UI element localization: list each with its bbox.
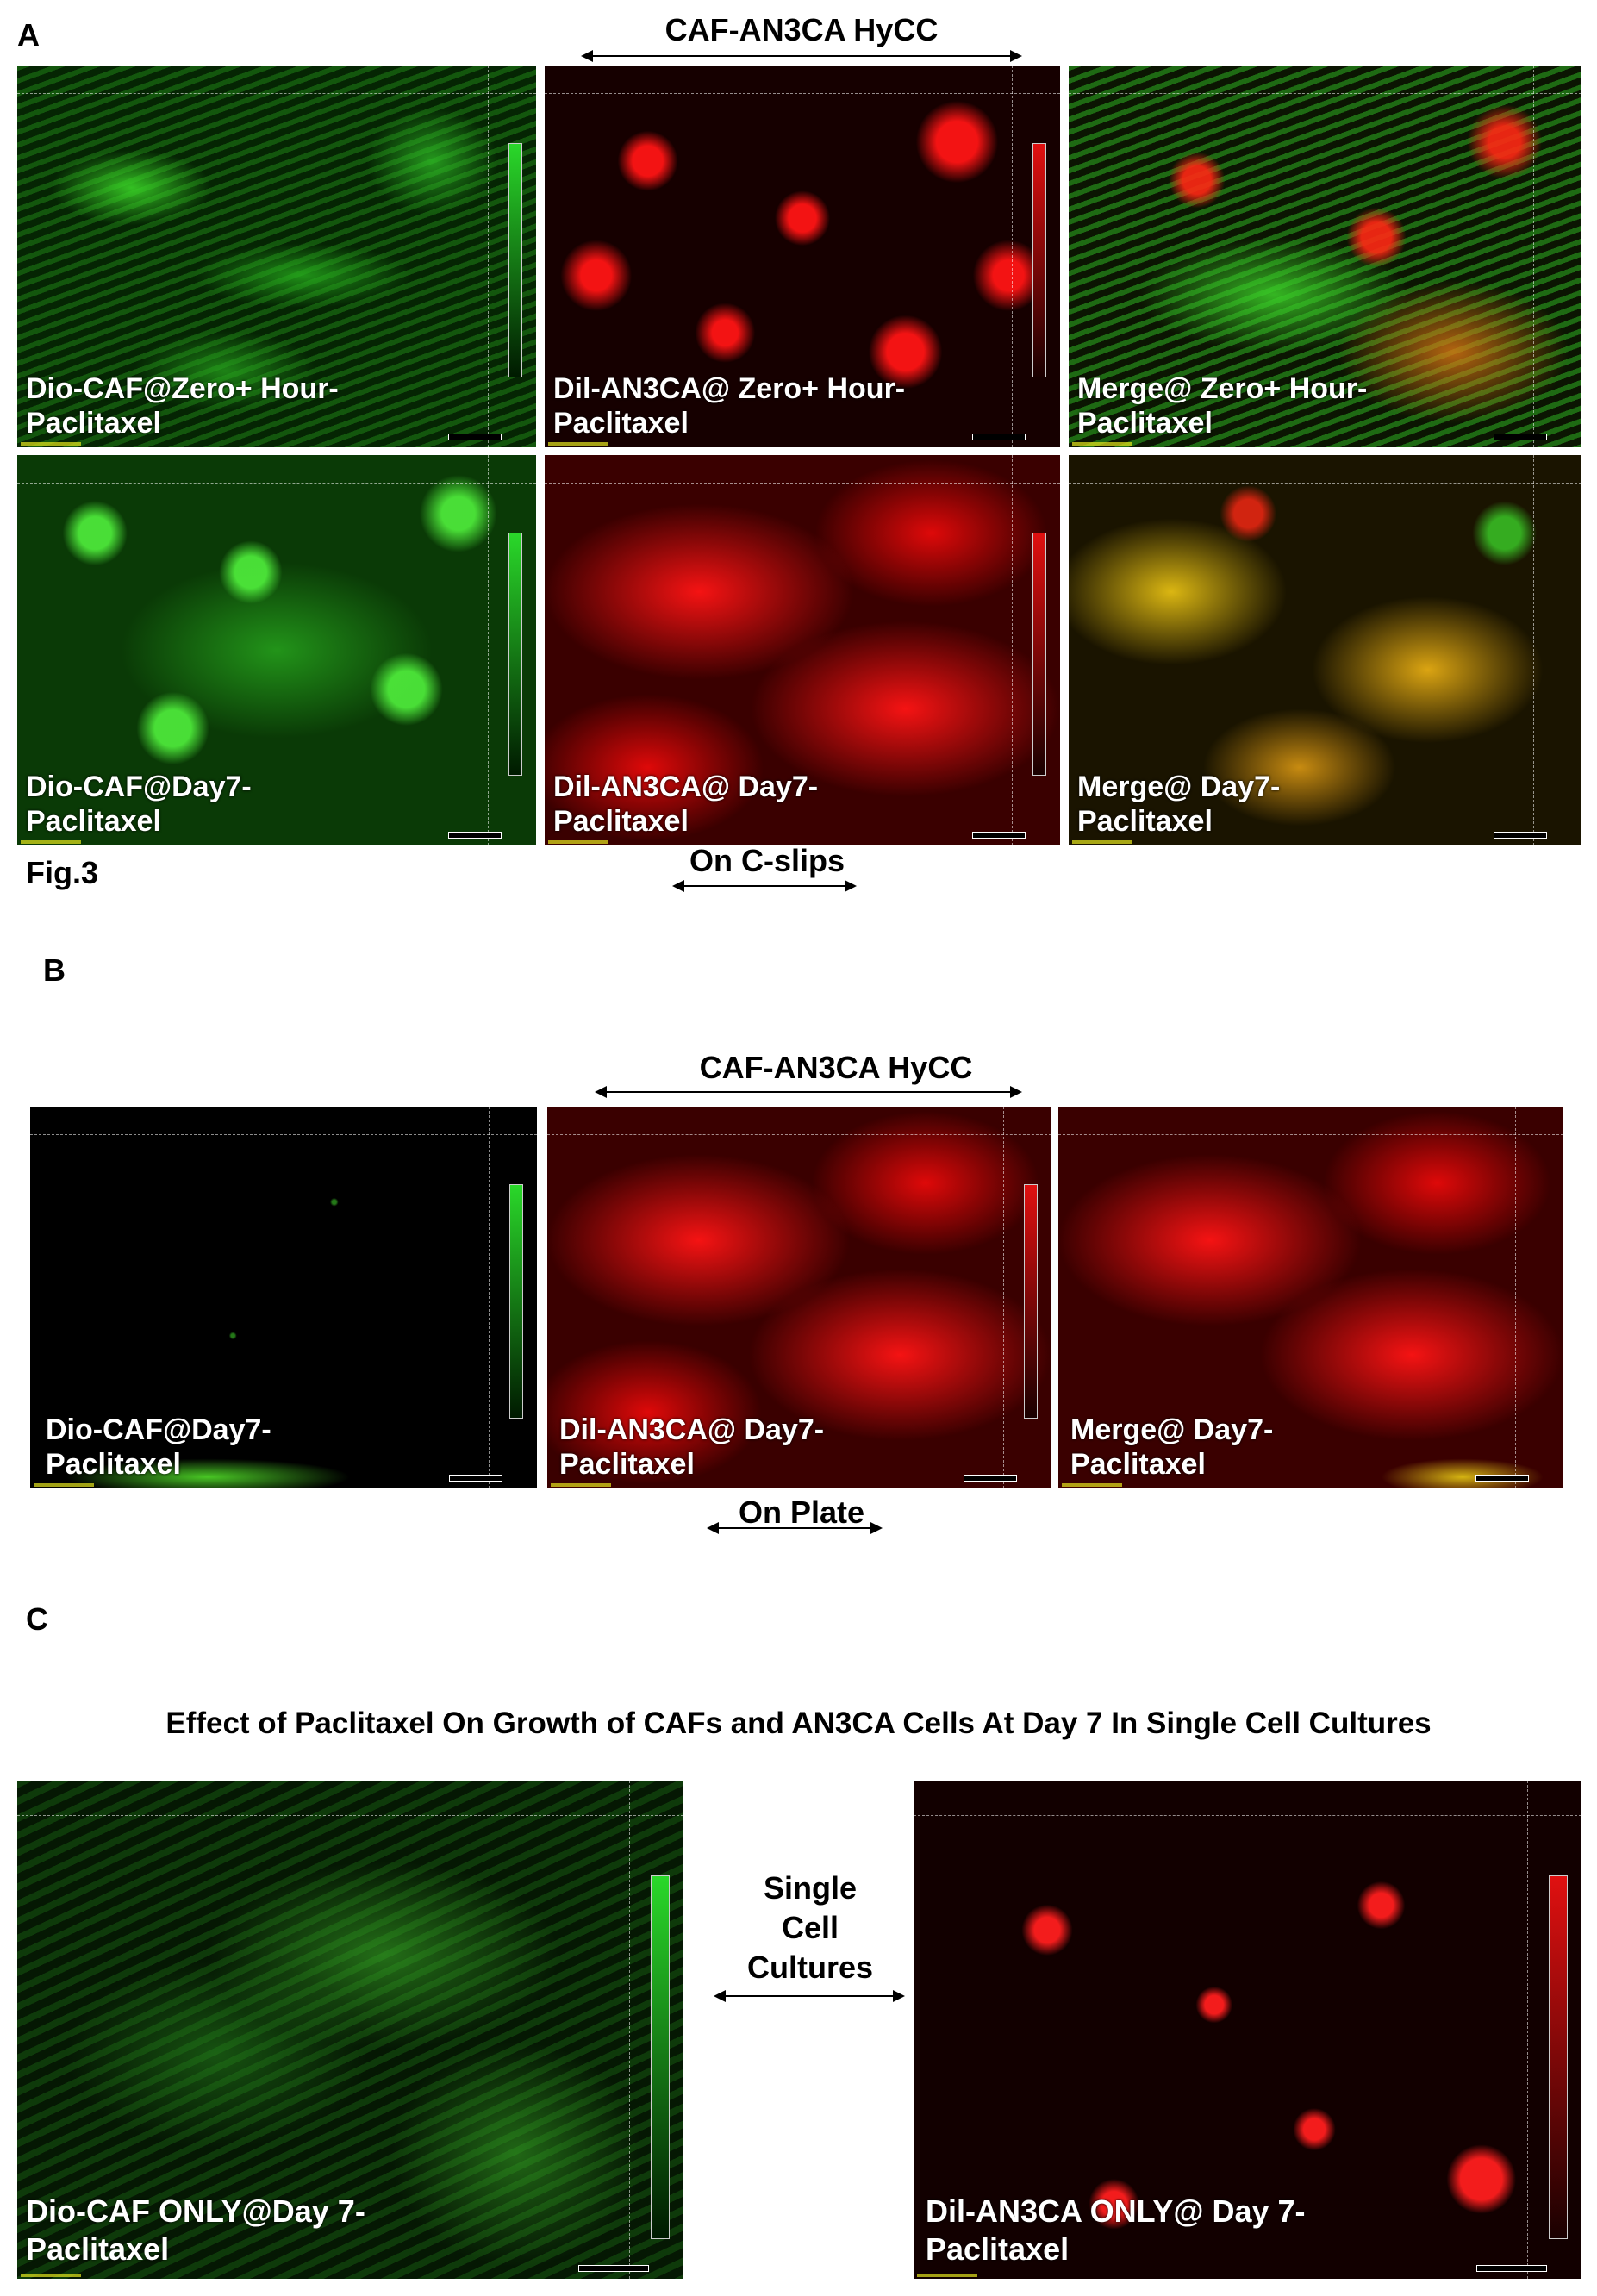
image-caption: Dio-CAF ONLY@Day 7- Paclitaxel xyxy=(26,2193,365,2267)
section-a-header: CAF-AN3CA HyCC xyxy=(664,12,939,47)
ruler-x xyxy=(547,1107,1051,1135)
magnification-label xyxy=(551,1483,611,1487)
image-caption: Dil-AN3CA@ Zero+ Hour- Paclitaxel xyxy=(553,372,906,440)
section-b-footer: On Plate xyxy=(738,1494,865,1530)
intensity-scale xyxy=(1024,1184,1038,1419)
section-b-header: CAF-AN3CA HyCC xyxy=(699,1050,973,1085)
ruler-y xyxy=(488,66,536,447)
scale-bar xyxy=(972,832,1026,839)
intensity-scale xyxy=(508,533,522,776)
ruler-y xyxy=(1527,1781,1581,2279)
ruler-x xyxy=(17,1781,683,1816)
scale-bar xyxy=(1475,1475,1529,1482)
section-c-title: Effect of Paclitaxel On Growth of CAFs a… xyxy=(165,1706,1432,1740)
section-b-header-arrow xyxy=(595,1086,1022,1098)
image-a-merge-zero: Merge@ Zero+ Hour- Paclitaxel xyxy=(1069,66,1581,447)
image-b-dil-an3ca-day7: Dil-AN3CA@ Day7- Paclitaxel xyxy=(547,1107,1051,1488)
magnification-label xyxy=(917,2274,977,2277)
image-caption: Merge@ Zero+ Hour- Paclitaxel xyxy=(1077,372,1368,440)
ruler-y xyxy=(1003,1107,1051,1488)
magnification-label xyxy=(1062,1483,1122,1487)
image-caption: Dil-AN3CA@ Day7- Paclitaxel xyxy=(559,1413,825,1481)
section-b-footer-arrow xyxy=(707,1522,883,1534)
intensity-scale xyxy=(509,1184,523,1419)
scale-bar xyxy=(972,434,1026,440)
image-a-dil-an3ca-zero: Dil-AN3CA@ Zero+ Hour- Paclitaxel xyxy=(545,66,1060,447)
ruler-y xyxy=(489,1107,537,1488)
intensity-scale xyxy=(651,1875,670,2239)
magnification-label xyxy=(21,442,81,446)
image-a-merge-day7: Merge@ Day7- Paclitaxel xyxy=(1069,455,1581,845)
scale-bar xyxy=(448,832,502,839)
panel-label-b: B xyxy=(43,952,66,988)
section-a-footer: On C-slips xyxy=(689,843,845,878)
image-b-dio-caf-day7: Dio-CAF@Day7- Paclitaxel xyxy=(30,1107,537,1488)
image-a-dil-an3ca-day7: Dil-AN3CA@ Day7- Paclitaxel xyxy=(545,455,1060,845)
ruler-x xyxy=(914,1781,1581,1816)
image-a-dio-caf-zero: Dio-CAF@Zero+ Hour- Paclitaxel xyxy=(17,66,536,447)
magnification-label xyxy=(21,840,81,844)
ruler-y xyxy=(1012,66,1060,447)
magnification-label xyxy=(1072,442,1132,446)
magnification-label xyxy=(34,1483,94,1487)
ruler-x xyxy=(17,66,536,94)
image-caption: Merge@ Day7- Paclitaxel xyxy=(1077,771,1281,838)
image-caption: Dio-CAF@Day7- Paclitaxel xyxy=(46,1413,271,1481)
section-a-header-arrow xyxy=(581,50,1022,62)
ruler-x xyxy=(1058,1107,1563,1135)
image-a-dio-caf-day7: Dio-CAF@Day7- Paclitaxel xyxy=(17,455,536,845)
ruler-x xyxy=(545,66,1060,94)
single-cell-cultures-label: Single Cell Cultures xyxy=(746,1870,874,1985)
magnification-label xyxy=(548,840,608,844)
single-cell-arrow xyxy=(714,1990,905,2002)
ruler-y xyxy=(1533,66,1581,447)
magnification-label xyxy=(1072,840,1132,844)
ruler-y xyxy=(629,1781,683,2279)
panel-label-c: C xyxy=(26,1601,48,1637)
image-caption: Dio-CAF@Zero+ Hour- Paclitaxel xyxy=(26,372,339,440)
intensity-scale xyxy=(508,143,522,377)
scale-bar xyxy=(448,434,502,440)
magnification-label xyxy=(548,442,608,446)
image-caption: Dil-AN3CA@ Day7- Paclitaxel xyxy=(553,771,819,838)
scale-bar xyxy=(964,1475,1017,1482)
scale-bar xyxy=(1476,2265,1547,2272)
figure-label: Fig.3 xyxy=(26,855,99,890)
image-caption: Dio-CAF@Day7- Paclitaxel xyxy=(26,771,252,838)
intensity-scale xyxy=(1032,533,1046,776)
section-a-footer-arrow xyxy=(672,880,857,892)
image-c-dio-caf-only-day7: Dio-CAF ONLY@Day 7- Paclitaxel xyxy=(17,1781,683,2279)
ruler-x xyxy=(30,1107,537,1135)
panel-label-a: A xyxy=(17,17,40,53)
ruler-x xyxy=(1069,66,1581,94)
ruler-y xyxy=(1012,455,1060,845)
scale-bar xyxy=(449,1475,502,1482)
ruler-y xyxy=(1533,455,1581,845)
scale-bar xyxy=(1494,832,1547,839)
ruler-x xyxy=(1069,455,1581,484)
scale-bar xyxy=(1494,434,1547,440)
image-b-merge-day7: Merge@ Day7- Paclitaxel xyxy=(1058,1107,1563,1488)
image-c-dil-an3ca-only-day7: Dil-AN3CA ONLY@ Day 7- Paclitaxel xyxy=(914,1781,1581,2279)
ruler-x xyxy=(17,455,536,484)
scale-bar xyxy=(578,2265,649,2272)
image-caption: Merge@ Day7- Paclitaxel xyxy=(1070,1413,1274,1481)
ruler-y xyxy=(1515,1107,1563,1488)
intensity-scale xyxy=(1032,143,1046,377)
image-caption: Dil-AN3CA ONLY@ Day 7- Paclitaxel xyxy=(926,2193,1306,2267)
ruler-y xyxy=(488,455,536,845)
ruler-x xyxy=(545,455,1060,484)
magnification-label xyxy=(21,2274,81,2277)
intensity-scale xyxy=(1549,1875,1568,2239)
